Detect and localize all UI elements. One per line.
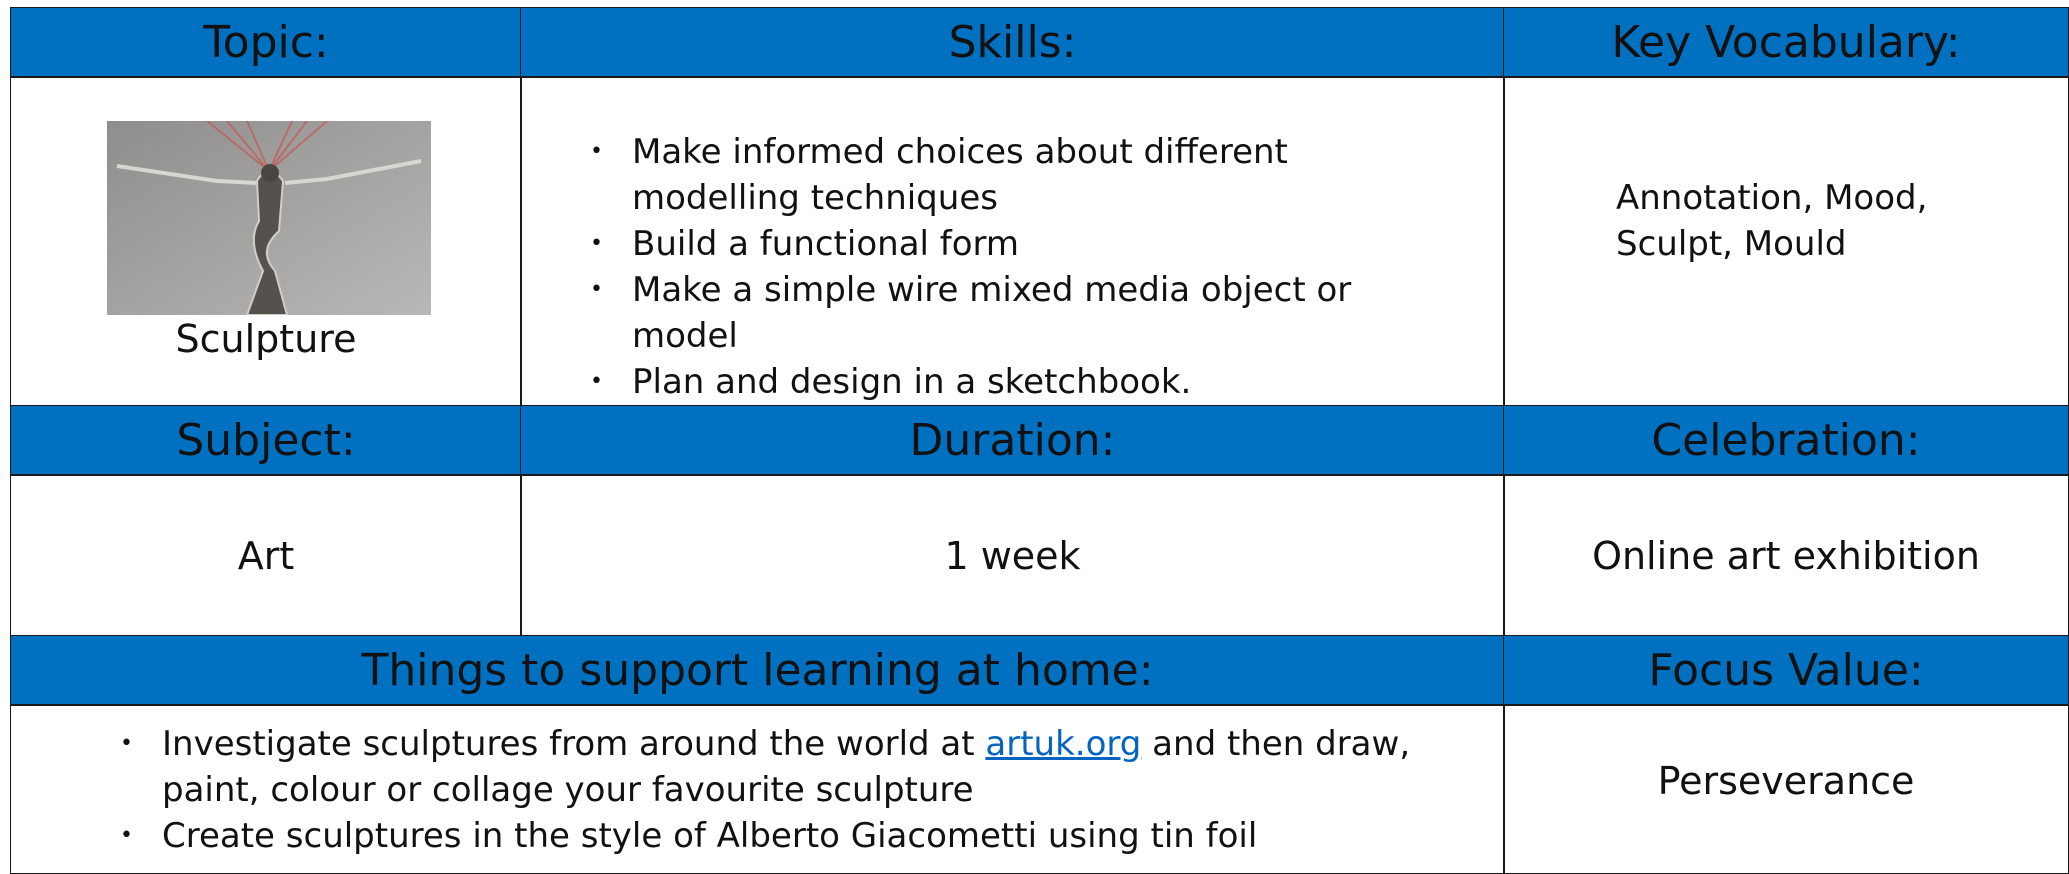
vocabulary-cell: Annotation, Mood, Sculpt, Mould [1503, 76, 2069, 407]
header-cell: Duration: [520, 405, 1505, 476]
header-cell: Focus Value: [1503, 635, 2069, 706]
list-item: Build a functional form [590, 221, 1392, 267]
header-cell: Subject: [10, 405, 522, 476]
home-learning-list: Investigate sculptures from around the w… [120, 721, 1422, 859]
item-text: Investigate sculptures from around the w… [162, 724, 986, 764]
link[interactable]: artuk.org [985, 724, 1142, 764]
subject-cell: Art [10, 474, 522, 637]
focus-value-cell: Perseverance [1503, 704, 2069, 874]
header-cell: Things to support learning at home: [10, 635, 1505, 706]
duration-cell: 1 week [520, 474, 1505, 637]
header-text: Topic: [203, 17, 329, 68]
header-text: Key Vocabulary: [1611, 17, 1961, 68]
subject-text: Art [237, 533, 295, 578]
sculpture-image [107, 121, 431, 315]
celebration-cell: Online art exhibition [1503, 474, 2069, 637]
header-cell: Skills: [520, 7, 1505, 78]
focus-value-text: Perseverance [1657, 759, 1915, 803]
skills-cell: Make informed choices about different mo… [520, 76, 1505, 407]
header-cell: Key Vocabulary: [1503, 7, 2069, 78]
header-cell: Celebration: [1503, 405, 2069, 476]
header-cell: Topic: [10, 7, 522, 78]
celebration-text: Online art exhibition [1592, 533, 1980, 578]
header-text: Skills: [948, 17, 1077, 68]
list-item: Plan and design in a sketchbook. [590, 359, 1392, 405]
header-text: Duration: [909, 415, 1116, 466]
header-text: Subject: [176, 415, 356, 466]
header-text: Things to support learning at home: [361, 645, 1154, 696]
item-text: and then draw, paint, colour or collage … [162, 724, 1411, 810]
header-text: Celebration: [1651, 415, 1921, 466]
topic-text: Sculpture [175, 317, 357, 361]
list-item: Investigate sculptures from around the w… [120, 721, 1422, 813]
header-text: Focus Value: [1648, 645, 1924, 696]
home-learning-cell: Investigate sculptures from around the w… [10, 704, 1505, 874]
topic-cell: Sculpture [10, 76, 522, 407]
vocabulary-text: Annotation, Mood, Sculpt, Mould [1616, 178, 1928, 264]
skills-list: Make informed choices about different mo… [590, 129, 1392, 405]
duration-text: 1 week [944, 533, 1081, 578]
list-item: Create sculptures in the style of Albert… [120, 813, 1422, 859]
list-item: Make a simple wire mixed media object or… [590, 267, 1392, 359]
list-item: Make informed choices about different mo… [590, 129, 1392, 221]
